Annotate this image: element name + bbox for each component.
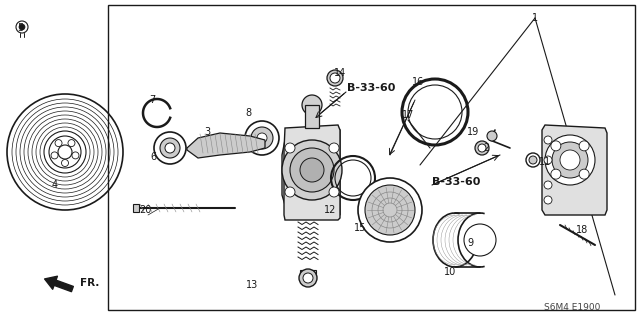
- Circle shape: [245, 121, 279, 155]
- Text: B-33-60: B-33-60: [347, 83, 396, 93]
- Polygon shape: [284, 125, 340, 220]
- Circle shape: [303, 273, 313, 283]
- Circle shape: [545, 135, 595, 185]
- Text: FR.: FR.: [80, 278, 99, 288]
- Circle shape: [544, 196, 552, 204]
- Circle shape: [257, 133, 267, 143]
- Text: 19: 19: [467, 127, 479, 137]
- Circle shape: [72, 152, 79, 159]
- Circle shape: [544, 181, 552, 189]
- Text: 7: 7: [149, 95, 155, 105]
- Circle shape: [251, 127, 273, 149]
- Circle shape: [475, 141, 489, 155]
- Circle shape: [55, 140, 62, 147]
- Text: 13: 13: [246, 280, 258, 290]
- Circle shape: [16, 21, 28, 33]
- Text: S6M4 E1900: S6M4 E1900: [544, 303, 600, 313]
- Circle shape: [51, 152, 58, 159]
- Circle shape: [544, 156, 552, 164]
- Circle shape: [19, 24, 25, 30]
- Text: 3: 3: [204, 127, 210, 137]
- Text: 11: 11: [539, 157, 551, 167]
- Bar: [108, 5, 635, 310]
- Circle shape: [300, 158, 324, 182]
- Text: 9: 9: [467, 238, 473, 248]
- Polygon shape: [542, 125, 607, 215]
- Text: 20: 20: [139, 205, 151, 215]
- Circle shape: [551, 169, 561, 179]
- FancyArrowPatch shape: [45, 276, 74, 292]
- Circle shape: [160, 138, 180, 158]
- Text: 14: 14: [334, 68, 346, 78]
- Circle shape: [49, 136, 81, 168]
- Circle shape: [365, 185, 415, 235]
- Text: B-33-60: B-33-60: [432, 177, 481, 187]
- Bar: [305, 105, 319, 128]
- Text: 6: 6: [150, 152, 156, 162]
- Text: 5: 5: [17, 23, 23, 33]
- Circle shape: [290, 148, 334, 192]
- Text: 18: 18: [576, 225, 588, 235]
- Circle shape: [551, 141, 561, 151]
- Circle shape: [560, 150, 580, 170]
- Text: 17: 17: [402, 110, 414, 120]
- Bar: [133, 204, 139, 212]
- Circle shape: [154, 132, 186, 164]
- Circle shape: [464, 224, 496, 256]
- Text: 16: 16: [412, 77, 424, 87]
- Circle shape: [579, 169, 589, 179]
- Polygon shape: [282, 128, 340, 215]
- Circle shape: [329, 187, 339, 197]
- Circle shape: [285, 187, 295, 197]
- Circle shape: [285, 143, 295, 153]
- Circle shape: [61, 160, 68, 167]
- Circle shape: [165, 143, 175, 153]
- Text: 12: 12: [324, 205, 336, 215]
- Circle shape: [478, 144, 486, 152]
- Circle shape: [358, 178, 422, 242]
- Circle shape: [282, 140, 342, 200]
- Circle shape: [526, 153, 540, 167]
- Circle shape: [330, 73, 340, 83]
- Text: 4: 4: [52, 180, 58, 190]
- Text: 10: 10: [444, 267, 456, 277]
- Circle shape: [327, 70, 343, 86]
- Text: 1: 1: [532, 13, 538, 23]
- Circle shape: [552, 142, 588, 178]
- Bar: [300, 270, 316, 278]
- Circle shape: [579, 141, 589, 151]
- Circle shape: [544, 136, 552, 144]
- Circle shape: [299, 269, 317, 287]
- Circle shape: [329, 143, 339, 153]
- Circle shape: [68, 140, 75, 147]
- Text: 15: 15: [354, 223, 366, 233]
- Circle shape: [487, 131, 497, 141]
- Circle shape: [529, 156, 537, 164]
- Text: 2: 2: [483, 143, 489, 153]
- Circle shape: [58, 145, 72, 159]
- Polygon shape: [187, 133, 265, 158]
- Circle shape: [302, 95, 322, 115]
- Text: 8: 8: [245, 108, 251, 118]
